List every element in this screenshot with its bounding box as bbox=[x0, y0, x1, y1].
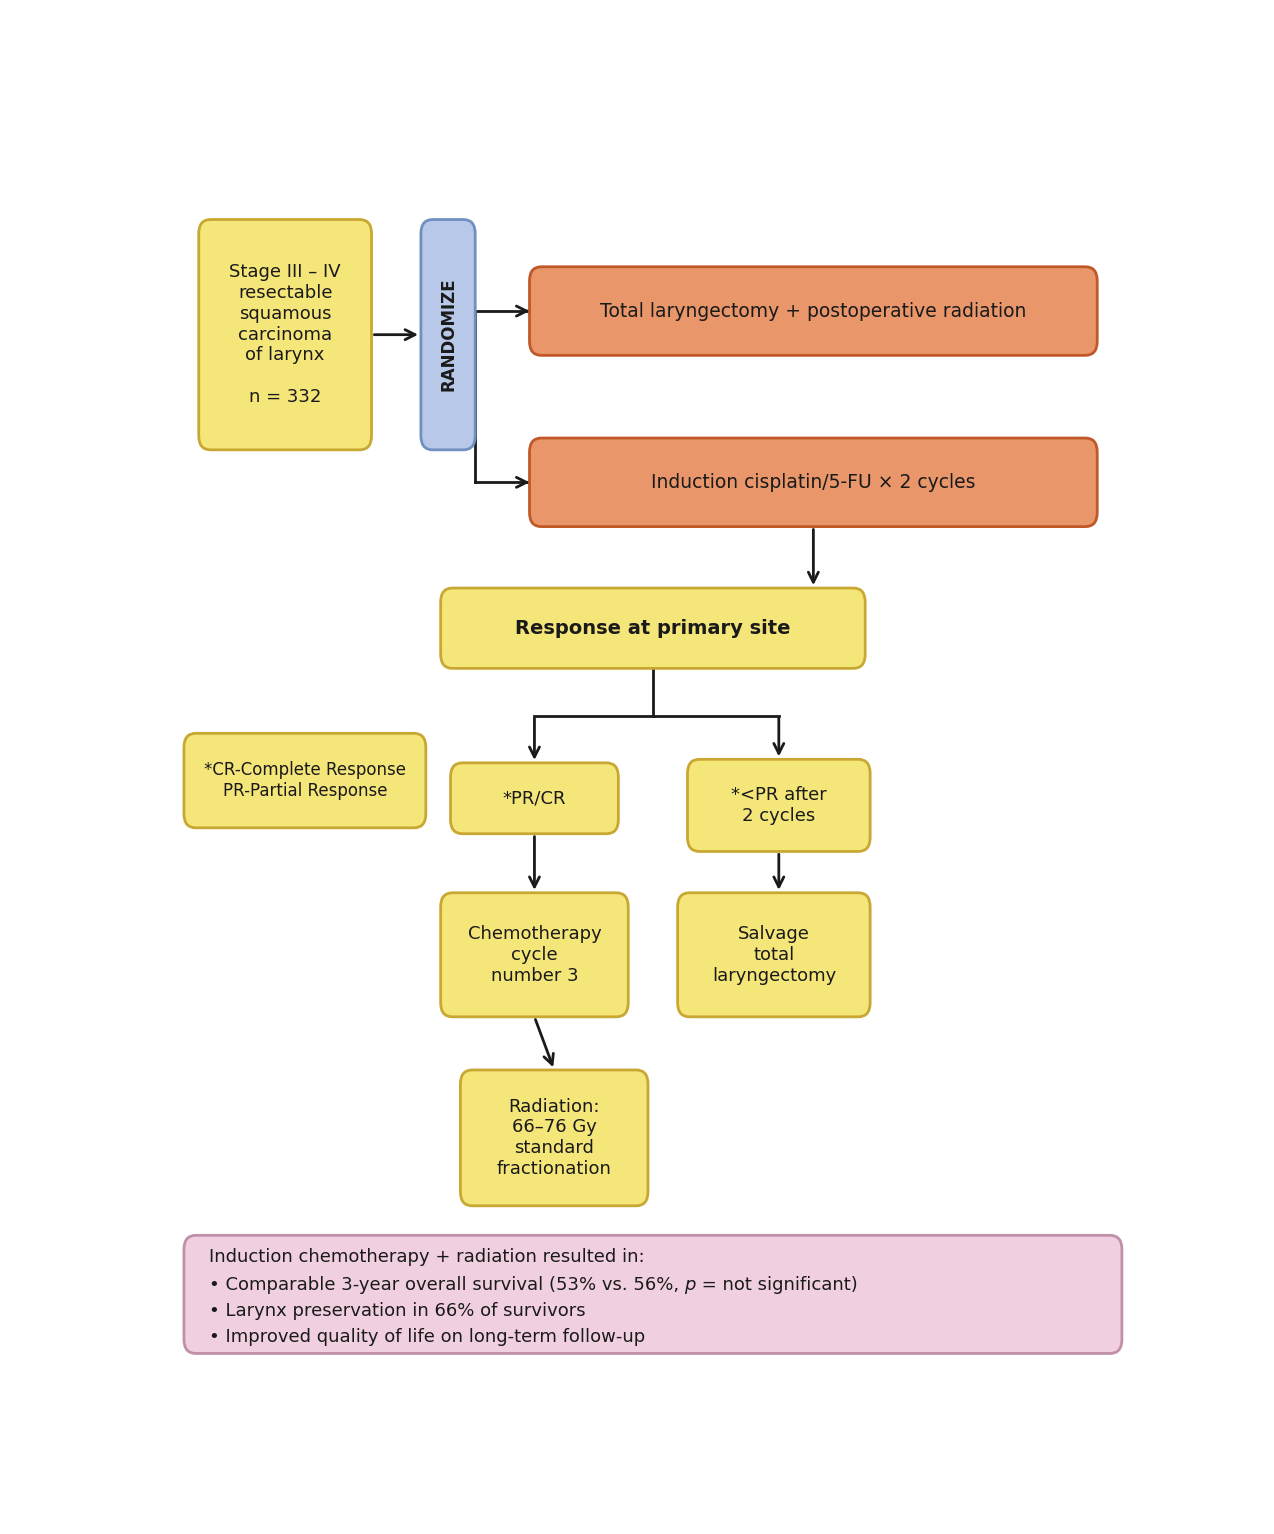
Text: p: p bbox=[684, 1276, 696, 1295]
FancyBboxPatch shape bbox=[688, 759, 870, 851]
Text: = not significant): = not significant) bbox=[696, 1276, 857, 1295]
FancyBboxPatch shape bbox=[441, 588, 865, 669]
Text: *PR/CR: *PR/CR bbox=[503, 790, 566, 807]
Text: • Improved quality of life on long-term follow-up: • Improved quality of life on long-term … bbox=[209, 1328, 645, 1345]
FancyBboxPatch shape bbox=[460, 1071, 648, 1206]
Text: RANDOMIZE: RANDOMIZE bbox=[440, 278, 457, 391]
Text: Salvage
total
laryngectomy: Salvage total laryngectomy bbox=[712, 925, 836, 985]
Text: Induction cisplatin/5-FU × 2 cycles: Induction cisplatin/5-FU × 2 cycles bbox=[651, 472, 976, 492]
Text: Stage III – IV
resectable
squamous
carcinoma
of larynx

n = 332: Stage III – IV resectable squamous carci… bbox=[229, 264, 341, 407]
Text: Response at primary site: Response at primary site bbox=[515, 618, 791, 638]
Text: Radiation:
66–76 Gy
standard
fractionation: Radiation: 66–76 Gy standard fractionati… bbox=[497, 1098, 612, 1178]
FancyBboxPatch shape bbox=[199, 219, 372, 449]
FancyBboxPatch shape bbox=[530, 439, 1097, 526]
Text: *<PR after
2 cycles: *<PR after 2 cycles bbox=[731, 785, 827, 825]
FancyBboxPatch shape bbox=[183, 733, 426, 828]
FancyBboxPatch shape bbox=[451, 762, 618, 834]
FancyBboxPatch shape bbox=[420, 219, 475, 449]
Text: • Comparable 3-year overall survival (53% vs. 56%,: • Comparable 3-year overall survival (53… bbox=[209, 1276, 684, 1295]
FancyBboxPatch shape bbox=[530, 267, 1097, 356]
FancyBboxPatch shape bbox=[678, 893, 870, 1017]
Text: Total laryngectomy + postoperative radiation: Total laryngectomy + postoperative radia… bbox=[600, 302, 1027, 321]
Text: Chemotherapy
cycle
number 3: Chemotherapy cycle number 3 bbox=[468, 925, 601, 985]
Text: Induction chemotherapy + radiation resulted in:: Induction chemotherapy + radiation resul… bbox=[209, 1247, 645, 1266]
Text: *CR-Complete Response
PR-Partial Response: *CR-Complete Response PR-Partial Respons… bbox=[204, 761, 406, 799]
Text: • Larynx preservation in 66% of survivors: • Larynx preservation in 66% of survivor… bbox=[209, 1302, 585, 1319]
FancyBboxPatch shape bbox=[183, 1235, 1122, 1353]
FancyBboxPatch shape bbox=[441, 893, 628, 1017]
